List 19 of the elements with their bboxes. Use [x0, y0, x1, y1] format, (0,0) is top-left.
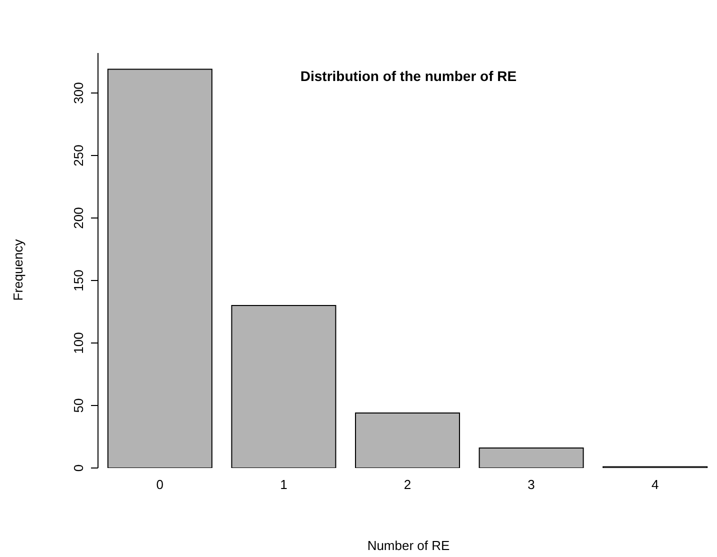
bar [478, 448, 584, 468]
text: Distribution of the number of RE [299, 68, 518, 84]
y-axis-title: Frequency [10, 239, 26, 301]
x-tick-label: 1 [280, 477, 288, 492]
x-axis-title: Number of RE [366, 538, 451, 553]
y-tick-label: 0 [71, 464, 86, 472]
bar [231, 305, 336, 468]
y-tick-label: 100 [71, 332, 86, 354]
x-tick-label: 0 [156, 477, 164, 492]
y-tick-label: 50 [71, 398, 86, 413]
bar [107, 68, 212, 468]
y-tick-label: 300 [71, 82, 86, 104]
y-tick-label: 200 [71, 207, 86, 229]
x-tick-label: 3 [528, 477, 535, 492]
x-tick-label: 2 [404, 477, 412, 492]
x-tick-label: 4 [651, 477, 659, 492]
y-tick-label: 150 [71, 270, 86, 292]
bar [355, 412, 460, 468]
y-tick-label: 250 [71, 144, 86, 166]
